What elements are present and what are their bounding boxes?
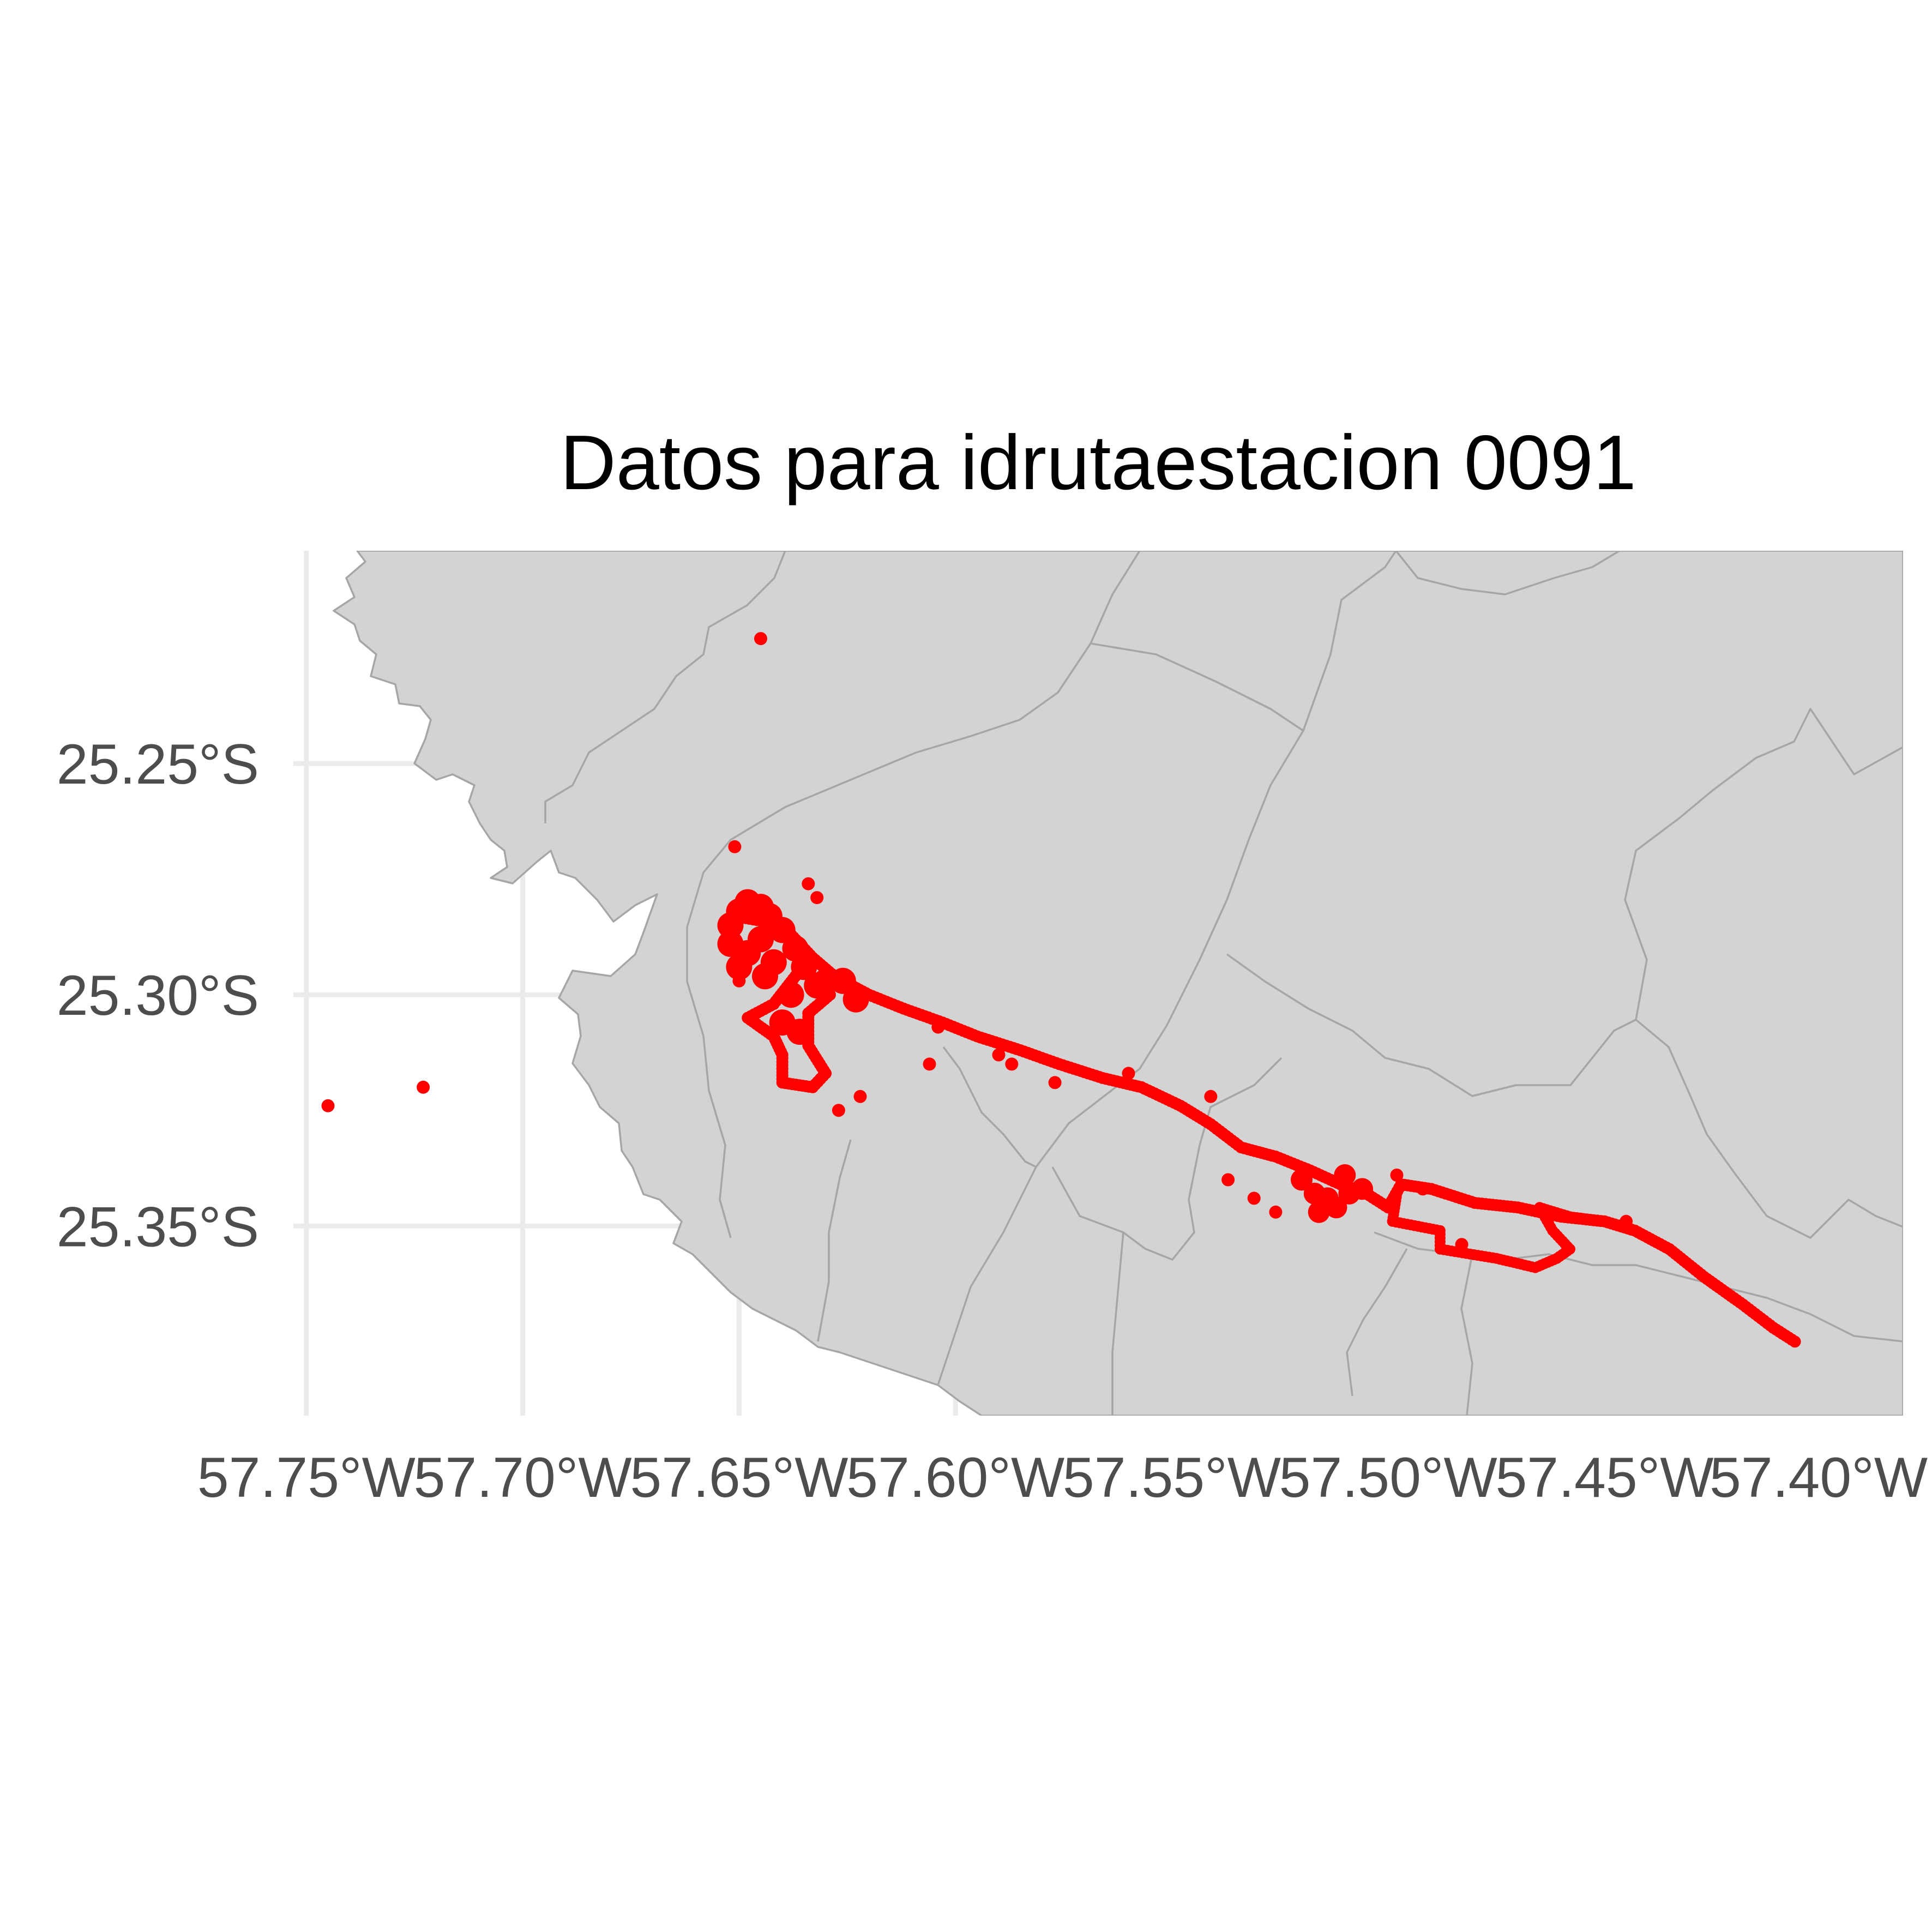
gps-point [728, 840, 742, 853]
gps-point [992, 1048, 1006, 1062]
gps-point [1308, 1201, 1330, 1223]
district-border [942, 1046, 1037, 1168]
gps-points-layer [321, 632, 1801, 1348]
gps-point [417, 1080, 430, 1094]
gps-point [1416, 1182, 1430, 1196]
gps-point [802, 877, 815, 890]
gps-point [1620, 1214, 1633, 1228]
gps-point [748, 926, 774, 953]
y-tick-label: 25.35°S [57, 1195, 259, 1259]
gps-point [791, 954, 817, 980]
gps-point [732, 974, 746, 988]
x-tick-label: 57.60°W [846, 1446, 1064, 1509]
district-border [1111, 1232, 1124, 1416]
district-border [1460, 1254, 1473, 1416]
x-tick-label: 57.70°W [414, 1446, 632, 1509]
x-tick-label: 57.75°W [197, 1446, 416, 1509]
x-axis: 57.75°W 57.70°W 57.65°W 57.60°W 57.55°W … [197, 1446, 1928, 1509]
map-panel [321, 551, 1903, 1416]
gps-point [1291, 1169, 1313, 1191]
gps-point [1455, 1238, 1468, 1251]
x-tick-label: 57.55°W [1063, 1446, 1281, 1509]
district-border [686, 551, 1141, 1238]
district-border [817, 1139, 852, 1342]
gps-point [786, 1019, 813, 1045]
gps-point [1122, 1067, 1135, 1080]
gps-point [1247, 1191, 1261, 1205]
gps-point [1325, 1196, 1347, 1219]
gps-point [923, 1057, 936, 1071]
gps-point [829, 967, 856, 994]
gps-point [778, 982, 804, 1008]
gps-point [842, 986, 869, 1013]
gps-point [726, 954, 753, 980]
y-tick-label: 25.25°S [57, 733, 259, 796]
gps-point [1789, 1335, 1801, 1348]
x-tick-label: 57.40°W [1710, 1446, 1928, 1509]
gps-point [1048, 1076, 1062, 1090]
gps-point [754, 632, 767, 646]
gps-point [1390, 1169, 1404, 1182]
gps-point [810, 891, 824, 905]
gps-point [769, 917, 796, 943]
x-tick-label: 57.50°W [1279, 1446, 1497, 1509]
district-border [544, 551, 786, 823]
gps-point [931, 1020, 945, 1034]
y-axis: 25.25°S 25.30°S 25.35°S [57, 733, 259, 1259]
gps-point [1351, 1178, 1374, 1200]
x-tick-label: 57.45°W [1495, 1446, 1713, 1509]
district-border [1051, 1057, 1283, 1261]
gps-point [1221, 1173, 1235, 1187]
land-polygon [333, 551, 1903, 1416]
gps-point [1599, 1215, 1610, 1227]
district-border [1635, 1019, 1903, 1239]
gps-point [752, 963, 778, 990]
district-border [1035, 730, 1304, 1168]
x-tick-label: 57.65°W [630, 1446, 848, 1509]
gps-point [853, 1090, 867, 1103]
district-border [1395, 551, 1620, 595]
district-borders [544, 551, 1903, 1416]
gps-point [1005, 1057, 1019, 1071]
district-border [1346, 1248, 1408, 1397]
gps-point [832, 1104, 845, 1117]
gps-point [1269, 1205, 1283, 1219]
district-border [937, 1166, 1037, 1386]
map-title: Datos para idrutaestacion 0091 [560, 419, 1636, 506]
gps-point [804, 972, 830, 999]
gps-point [321, 1099, 335, 1112]
y-tick-label: 25.30°S [57, 964, 259, 1027]
gps-point [1334, 1164, 1356, 1186]
gps-point [1204, 1090, 1218, 1103]
